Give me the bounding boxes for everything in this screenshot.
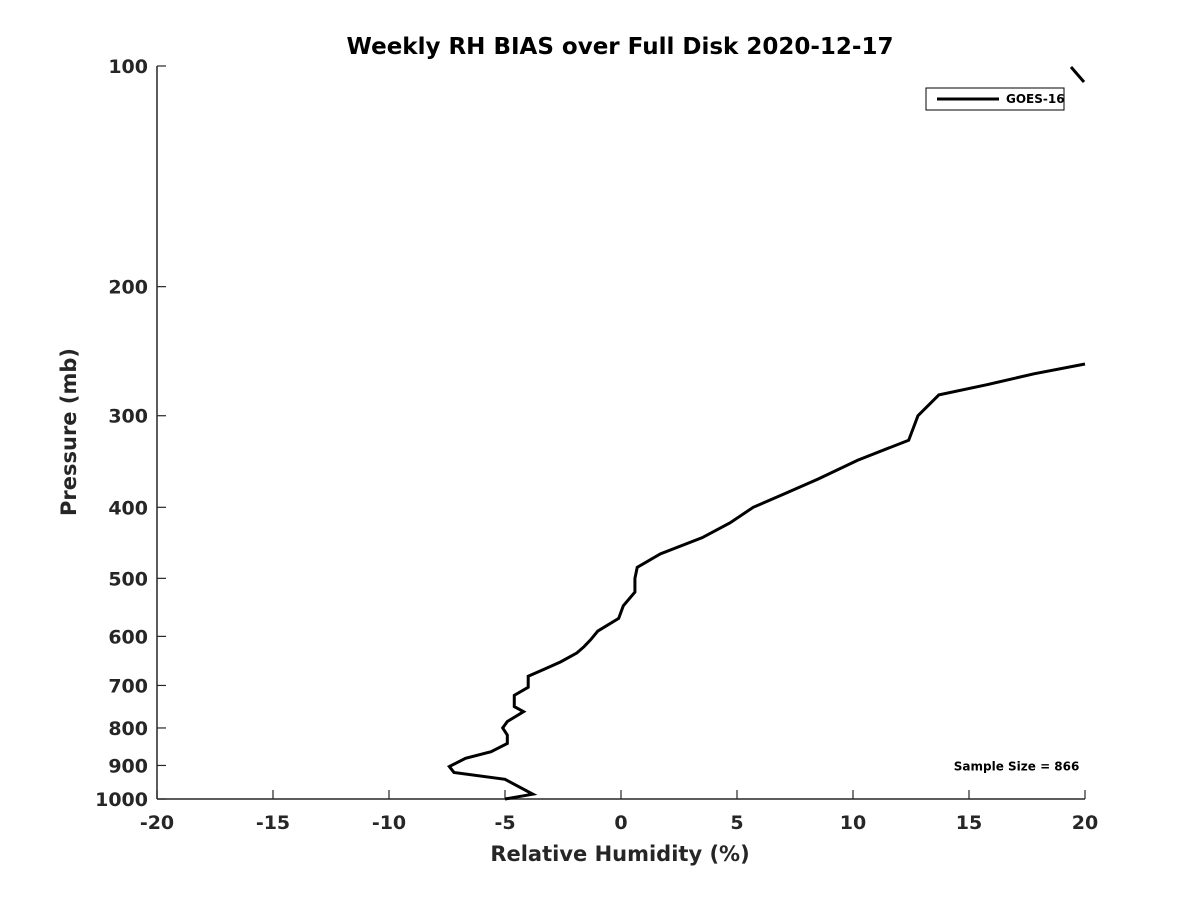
legend-label: GOES-16 [1006,92,1065,106]
chart-title: Weekly RH BIAS over Full Disk 2020-12-17 [347,34,894,60]
plot-area: -20 -15 -10 -5 0 5 10 15 20 100 200 300 400 500 600 700… [95,56,1098,834]
series-line-goes-16 [447,362,1086,801]
y-tick-label: 1000 [95,789,148,811]
y-tick-label: 300 [108,406,148,428]
y-tick-label: 100 [108,56,148,78]
sample-size-annotation: Sample Size = 866 [954,759,1080,773]
x-tick-label: 10 [840,812,866,834]
y-tick-label: 800 [108,718,148,740]
y-tick-label: 700 [108,675,148,697]
legend: GOES-16 [925,87,1065,111]
x-axis-label: Relative Humidity (%) [490,842,749,866]
y-tick-label: 600 [108,626,148,648]
y-tick-label: 500 [108,568,148,590]
x-tick-label: 20 [1072,812,1098,834]
x-tick-label: -15 [256,812,290,834]
x-tick-label: 0 [614,812,627,834]
y-tick-label: 400 [108,497,148,519]
y-tick-label: 900 [108,755,148,777]
x-tick-label: -20 [140,812,174,834]
y-tick-label: 200 [108,277,148,299]
x-tick-label: -10 [372,812,406,834]
x-tick-label: 5 [730,812,743,834]
top-right-mark [1069,66,1086,83]
y-axis-label: Pressure (mb) [57,348,81,516]
x-tick-label: 15 [956,812,982,834]
x-tick-label: -5 [494,812,515,834]
